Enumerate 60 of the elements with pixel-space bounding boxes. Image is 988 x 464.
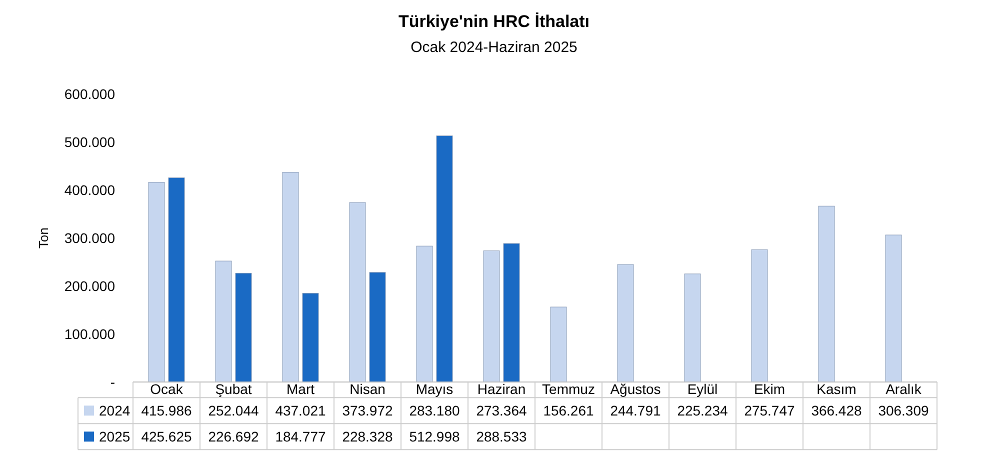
- data-label: 306.309: [878, 402, 930, 419]
- data-label: 288.533: [476, 428, 528, 445]
- data-label: 244.791: [610, 402, 662, 419]
- bar: [215, 260, 232, 382]
- bar: [751, 249, 768, 382]
- x-tick-label: Ocak: [150, 381, 184, 397]
- bar: [885, 234, 902, 382]
- y-tick-label: 200.000: [64, 278, 116, 294]
- data-label: 252.044: [208, 402, 260, 419]
- bar: [148, 182, 165, 382]
- bar: [168, 177, 185, 382]
- bar: [416, 246, 433, 382]
- data-label: 437.021: [275, 402, 326, 419]
- chart-subtitle: Ocak 2024-Haziran 2025: [410, 39, 578, 56]
- data-label: 512.998: [409, 428, 460, 445]
- x-tick-label: Ekim: [754, 381, 786, 397]
- x-tick-label: Nisan: [350, 381, 386, 397]
- data-label: 275.747: [744, 402, 796, 419]
- data-label: 225.234: [677, 402, 728, 419]
- y-tick-label: 100.000: [64, 326, 116, 342]
- y-tick-label: 500.000: [64, 134, 116, 150]
- y-axis-title: Ton: [36, 228, 51, 248]
- bar: [818, 206, 835, 382]
- x-tick-label: Ağustos: [610, 381, 661, 397]
- data-label: 228.328: [342, 428, 394, 445]
- legend-label: 2025: [99, 428, 130, 445]
- x-tick-label: Aralık: [886, 381, 922, 397]
- data-label: 283.180: [409, 402, 460, 419]
- x-tick-label: Mayıs: [416, 381, 454, 397]
- bar: [349, 202, 366, 382]
- data-label: 373.972: [342, 402, 394, 419]
- y-tick-label: 400.000: [64, 182, 116, 198]
- chart-title: Türkiye'nin HRC İthalatı: [398, 12, 590, 31]
- data-label: 184.777: [275, 428, 326, 445]
- x-tick-label: Eylül: [687, 381, 718, 397]
- bar: [503, 243, 520, 382]
- data-label: 273.364: [476, 402, 528, 419]
- x-tick-label: Şubat: [215, 381, 252, 397]
- y-tick-label: -: [110, 374, 116, 390]
- bar: [302, 293, 319, 382]
- y-tick-label: 300.000: [64, 230, 116, 246]
- bar: [235, 272, 252, 382]
- bar: [550, 306, 567, 382]
- x-tick-label: Temmuz: [542, 381, 595, 397]
- x-tick-label: Mart: [286, 381, 315, 397]
- data-label: 366.428: [811, 402, 862, 419]
- bar: [483, 250, 500, 382]
- bar: [684, 274, 701, 382]
- bar: [282, 172, 299, 382]
- bar: [436, 136, 453, 382]
- bar: [617, 264, 634, 382]
- data-label: 415.986: [141, 402, 192, 419]
- data-label: 226.692: [208, 428, 260, 445]
- y-tick-label: 600.000: [64, 86, 116, 102]
- legend-label: 2024: [99, 402, 130, 419]
- x-tick-label: Haziran: [477, 381, 526, 397]
- x-tick-label: Kasım: [816, 381, 856, 397]
- data-label: 425.625: [141, 428, 192, 445]
- bar: [369, 272, 386, 382]
- data-label: 156.261: [543, 402, 594, 419]
